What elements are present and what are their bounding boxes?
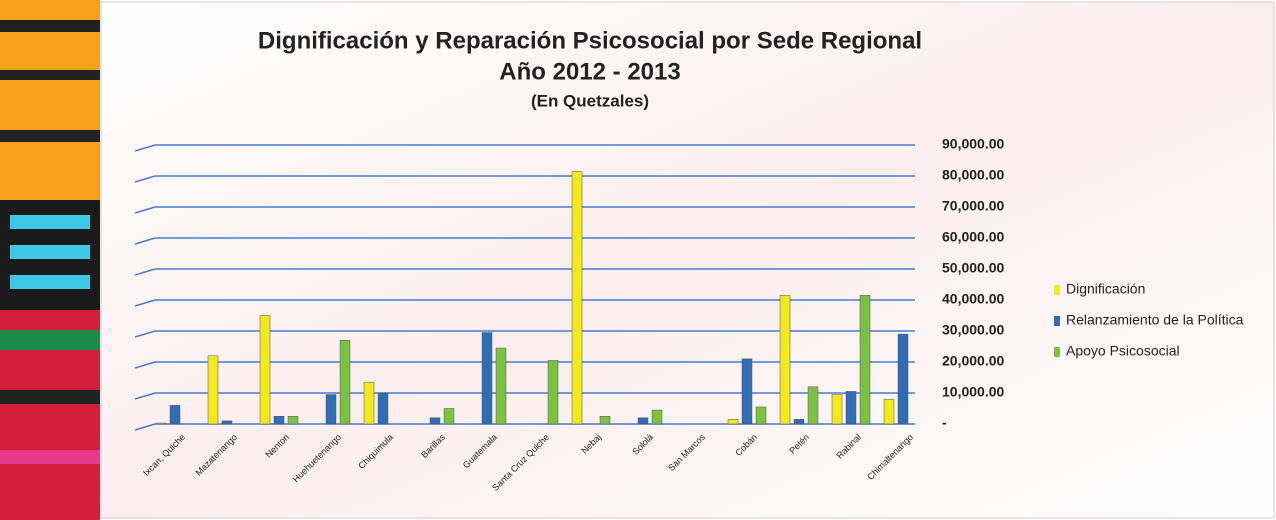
legend-swatch [1054, 285, 1060, 295]
y-tick-label: 20,000.00 [942, 353, 1004, 369]
chart-subtitle: Año 2012 - 2013 [499, 58, 680, 85]
unit-note: (En Quetzales) [531, 91, 649, 110]
bar [572, 171, 582, 424]
bar [340, 340, 350, 424]
bar [728, 419, 738, 424]
y-tick-label: 40,000.00 [942, 291, 1004, 307]
bar [364, 382, 374, 424]
y-tick-label: 90,000.00 [942, 136, 1004, 152]
y-tick-label: 10,000.00 [942, 384, 1004, 400]
bar [288, 416, 298, 424]
bar [780, 295, 790, 424]
bar [326, 395, 336, 424]
legend-label: Dignificación [1066, 281, 1145, 297]
y-tick-label: 80,000.00 [942, 167, 1004, 183]
bar [860, 295, 870, 424]
y-tick-label: 60,000.00 [942, 229, 1004, 245]
bar [170, 405, 180, 424]
bar [884, 399, 894, 424]
legend-label: Apoyo Psicosocial [1066, 343, 1180, 359]
textile-strip [0, 0, 100, 520]
bar [808, 387, 818, 424]
y-tick-label: 50,000.00 [942, 260, 1004, 276]
bar [742, 359, 752, 424]
y-tick-label: - [942, 415, 947, 431]
chart: Dignificación y Reparación Psicosocial p… [0, 0, 1276, 520]
bar [444, 409, 454, 425]
bar [260, 316, 270, 425]
bar [832, 395, 842, 424]
bar [378, 393, 388, 424]
bar [274, 416, 284, 424]
bar [482, 333, 492, 424]
bar [846, 391, 856, 424]
bar [638, 418, 648, 424]
bar [548, 360, 558, 424]
legend-swatch [1054, 316, 1060, 326]
bar [156, 423, 166, 424]
bar [652, 410, 662, 424]
bar [898, 334, 908, 424]
legend-swatch [1054, 347, 1060, 357]
bar [756, 407, 766, 424]
bar [430, 418, 440, 424]
y-tick-label: 30,000.00 [942, 322, 1004, 338]
bar [222, 421, 232, 424]
y-tick-label: 70,000.00 [942, 198, 1004, 214]
bar [208, 356, 218, 424]
legend-label: Relanzamiento de la Política [1066, 312, 1244, 328]
bar [496, 348, 506, 424]
bar [794, 419, 804, 424]
chart-title: Dignificación y Reparación Psicosocial p… [258, 27, 922, 54]
bar [600, 416, 610, 424]
